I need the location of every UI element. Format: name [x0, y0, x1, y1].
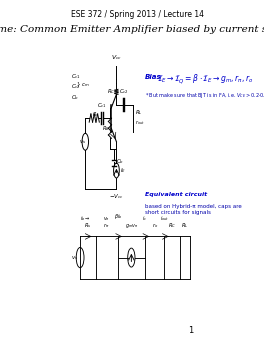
Text: $R_L$: $R_L$ — [181, 221, 189, 231]
Text: $C_{c1}$: $C_{c1}$ — [97, 101, 107, 109]
Text: } $c_m$: } $c_m$ — [76, 80, 90, 89]
Text: $i_c$: $i_c$ — [142, 214, 148, 223]
Text: $R_s$: $R_s$ — [84, 221, 92, 231]
Text: Bias: Bias — [145, 74, 162, 80]
Text: $C_b$: $C_b$ — [116, 158, 124, 166]
Text: $\beta i_b$: $\beta i_b$ — [114, 212, 122, 221]
Text: ESE 372 / Spring 2013 / Lecture 14: ESE 372 / Spring 2013 / Lecture 14 — [71, 10, 204, 19]
Text: $v_s$: $v_s$ — [79, 138, 86, 146]
Text: $v_s$: $v_s$ — [71, 254, 78, 262]
Text: $i_{out}$: $i_{out}$ — [160, 214, 169, 223]
Text: $g_m v_\pi$: $g_m v_\pi$ — [125, 222, 138, 231]
Text: $R_L$: $R_L$ — [135, 108, 142, 117]
Text: $V_{cc}$: $V_{cc}$ — [111, 54, 122, 62]
Text: $i_b\rightarrow$: $i_b\rightarrow$ — [80, 214, 91, 223]
Text: $r_o$: $r_o$ — [152, 221, 158, 231]
Text: 1: 1 — [188, 326, 193, 335]
Text: $I_E$: $I_E$ — [120, 166, 126, 175]
Text: $v_\pi$: $v_\pi$ — [103, 215, 110, 223]
Text: $C_{c2}$: $C_{c2}$ — [119, 87, 128, 96]
Text: based on Hybrid-π model, caps are
short circuits for signals: based on Hybrid-π model, caps are short … — [145, 204, 242, 215]
Text: * But make sure that BJT is in FA, i.e. $V_{CE} > 0.2\text{-}0.3V$: * But make sure that BJT is in FA, i.e. … — [145, 91, 264, 100]
Text: Equivalent circuit: Equivalent circuit — [145, 192, 207, 197]
Text: $R_C$: $R_C$ — [168, 221, 176, 231]
Text: $\mathcal{I}_E \rightarrow \mathcal{I}_Q^{} = \beta\cdot\mathcal{I}_E \rightarro: $\mathcal{I}_E \rightarrow \mathcal{I}_Q… — [157, 72, 253, 86]
Text: $C_b$: $C_b$ — [71, 93, 79, 102]
Text: $-V_{cc}$: $-V_{cc}$ — [109, 192, 124, 202]
Text: $R_B$: $R_B$ — [102, 124, 110, 133]
Text: $R_s$: $R_s$ — [92, 110, 100, 119]
Text: $C_{c2}$: $C_{c2}$ — [71, 83, 81, 91]
Text: $C_{c1}$: $C_{c1}$ — [71, 72, 81, 81]
Text: $R_C$: $R_C$ — [107, 87, 116, 96]
Text: $r_\pi$: $r_\pi$ — [103, 221, 110, 231]
Text: Last time: Common Emitter Amplifier biased by current source.: Last time: Common Emitter Amplifier bias… — [0, 25, 264, 34]
Text: $r_{out}$: $r_{out}$ — [135, 118, 144, 127]
